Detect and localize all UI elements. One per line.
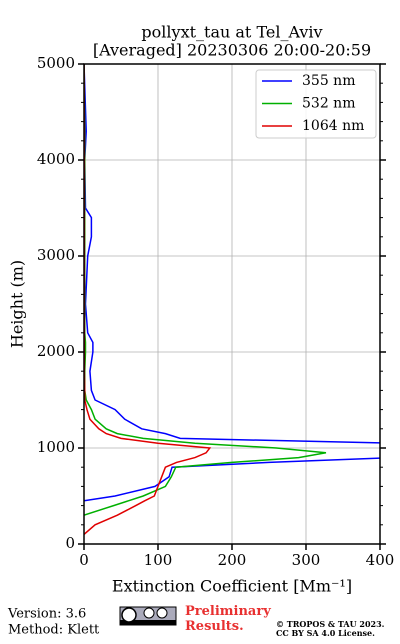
- chart-title: pollyxt_tau at Tel_Aviv: [141, 23, 322, 42]
- license: CC BY SA 4.0 License.: [276, 628, 375, 638]
- legend-label: 532 nm: [302, 96, 355, 112]
- legend-label: 355 nm: [302, 73, 355, 89]
- legend-box: [255, 69, 377, 139]
- y-tick-label: 2000: [37, 342, 75, 360]
- version: Version: 3.6: [7, 607, 86, 622]
- y-tick-label: 4000: [37, 150, 75, 168]
- y-tick-label: 0: [65, 534, 75, 552]
- copyright: © TROPOS & TAU 2023.: [276, 619, 385, 629]
- x-axis-label: Extinction Coefficient [Mm⁻¹]: [112, 577, 352, 596]
- note-text-2: Results.: [185, 619, 244, 634]
- legend-label: 1064 nm: [302, 118, 364, 134]
- x-tick-label: 200: [218, 551, 247, 569]
- x-tick-label: 100: [144, 551, 173, 569]
- preliminary-note: Preliminary Results.: [185, 604, 275, 634]
- y-axis-label: Height (m): [8, 260, 27, 348]
- x-tick-label: 300: [292, 551, 321, 569]
- note-text: Preliminary: [185, 604, 271, 619]
- y-tick-label: 3000: [37, 246, 75, 264]
- chart-subtitle: [Averaged] 20230306 20:00-20:59: [93, 41, 371, 60]
- cc-logo: [119, 606, 177, 626]
- x-tick-label: 400: [366, 551, 395, 569]
- y-tick-label: 1000: [37, 438, 75, 456]
- y-tick-label: 5000: [37, 54, 75, 72]
- method: Method: Klett: [8, 623, 100, 638]
- profile-line: [84, 64, 380, 502]
- x-tick-label: 0: [79, 551, 89, 569]
- profile-line: [84, 64, 212, 535]
